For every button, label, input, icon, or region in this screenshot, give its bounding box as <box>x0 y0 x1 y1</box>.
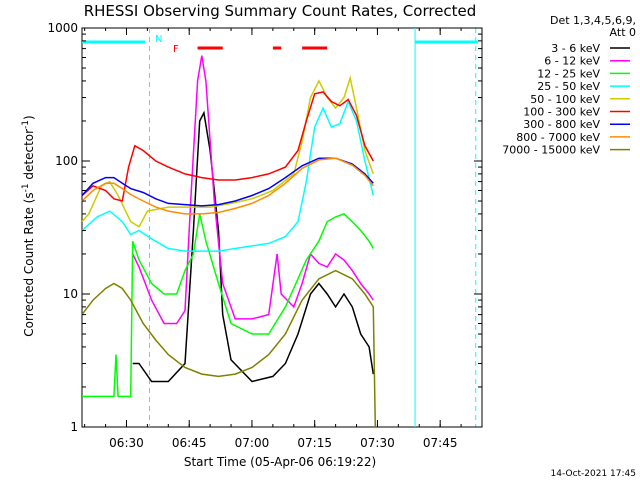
legend-label: 800 - 7000 keV <box>516 131 600 144</box>
x-tick-label: 06:30 <box>109 436 144 450</box>
series-line-8 <box>81 269 377 428</box>
y-tick-label: 1000 <box>47 21 78 35</box>
series-line-1 <box>132 55 374 325</box>
night-flag-label: N <box>155 34 162 45</box>
timestamp: 14-Oct-2021 17:45 <box>551 469 636 479</box>
y-axis-label-end: ) <box>22 115 36 120</box>
y-axis-label-sup2: -1 <box>21 120 31 129</box>
legend-label: 25 - 50 keV <box>537 80 600 93</box>
y-tick-label: 1 <box>70 420 78 434</box>
series-line-4 <box>81 75 375 228</box>
series-line-2 <box>82 213 374 398</box>
chart-title: RHESSI Observing Summary Count Rates, Co… <box>84 2 477 20</box>
x-tick-label: 07:45 <box>423 436 458 450</box>
plot-area <box>81 27 483 428</box>
x-ticks: 06:30 06:45 07:00 07:15 07:30 07:45 <box>84 28 483 450</box>
series-line-6 <box>81 157 374 207</box>
y-tick-label: 10 <box>63 287 78 301</box>
series-lines <box>81 55 377 428</box>
y-tick-label: 100 <box>55 154 78 168</box>
series-line-7 <box>81 157 374 215</box>
legend-header-line-2: Att 0 <box>610 26 636 39</box>
legend-label: 7000 - 15000 keV <box>502 144 600 157</box>
legend-label: 300 - 800 keV <box>523 118 600 131</box>
legend-label: 50 - 100 keV <box>530 93 600 106</box>
y-axis-label: Corrected Count Rate (s-1 detector-1) <box>21 115 36 336</box>
x-tick-label: 07:00 <box>235 436 270 450</box>
y-axis-label-mid: detector <box>22 129 36 184</box>
y-ticks: 1 10 100 1000 <box>47 21 482 434</box>
legend-label: 6 - 12 keV <box>544 55 600 68</box>
x-tick-label: 06:45 <box>172 436 207 450</box>
legend-header: Det 1,3,4,5,6,9, Att 0 <box>550 14 636 39</box>
legend-label: 100 - 300 keV <box>523 106 600 119</box>
series-line-3 <box>81 99 375 252</box>
x-axis-label: Start Time (05-Apr-06 06:19:22) <box>184 455 376 469</box>
legend-label: 3 - 6 keV <box>551 42 600 55</box>
y-axis-label-sup1: -1 <box>21 183 31 192</box>
legend-header-line-1: Det 1,3,4,5,6,9, <box>550 14 636 27</box>
x-tick-label: 07:15 <box>297 436 332 450</box>
series-line-0 <box>132 110 375 383</box>
x-tick-label: 07:30 <box>360 436 395 450</box>
flare-flag-label: F <box>173 44 179 55</box>
night-flags <box>82 28 478 427</box>
y-axis-label-main: Corrected Count Rate (s <box>22 192 36 336</box>
legend-label: 12 - 25 keV <box>537 67 600 80</box>
